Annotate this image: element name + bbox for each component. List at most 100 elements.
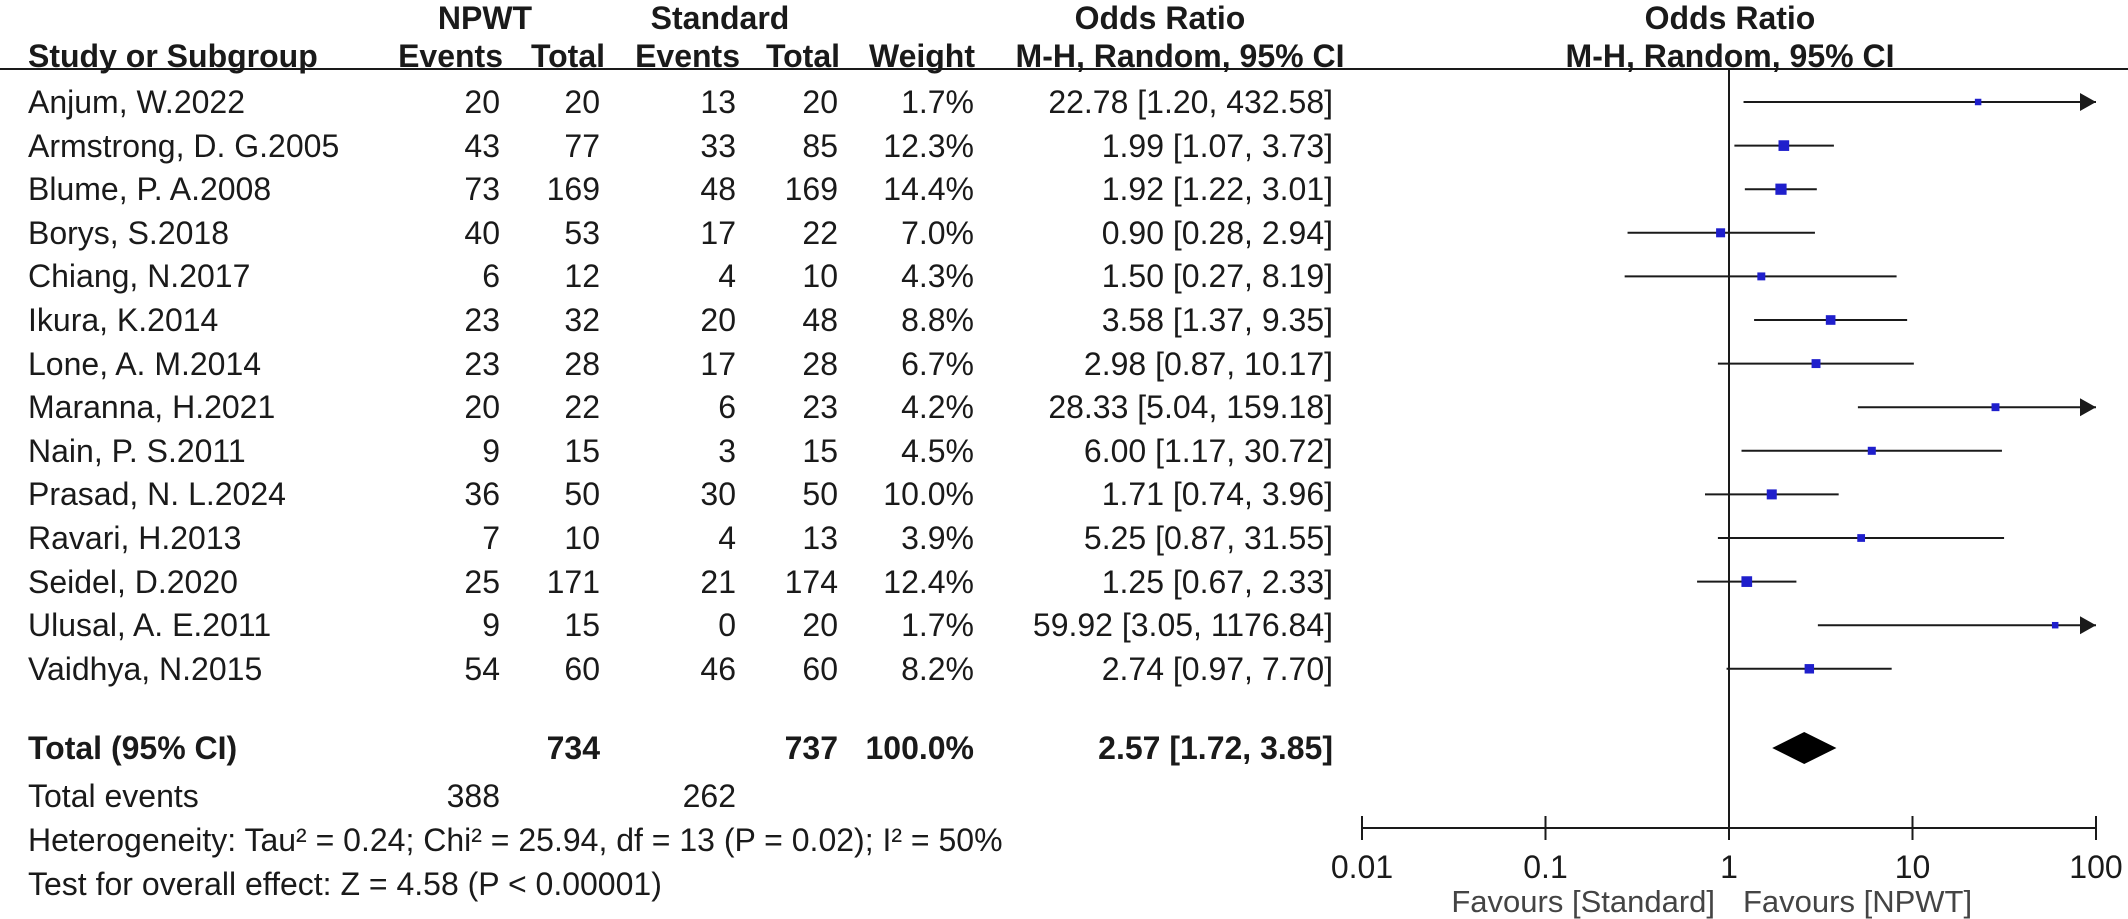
or-plot-title: Odds Ratio — [1644, 0, 1816, 36]
favours-right-label: Favours [NPWT] — [1743, 884, 1972, 919]
total1-cell: 10 — [564, 520, 600, 556]
total2-cell: 20 — [802, 607, 838, 644]
study-name: Chiang, N.2017 — [28, 258, 251, 295]
events1-cell: 20 — [464, 389, 500, 426]
total2-cell: 28 — [802, 345, 838, 382]
ci-text-cell: 59.92 [3.05, 1176.84] — [1032, 607, 1333, 644]
events2-cell: 17 — [700, 214, 736, 251]
weight-cell: 12.3% — [883, 127, 974, 164]
study-name: Anjum, W.2022 — [28, 84, 245, 120]
total1-cell: 60 — [564, 650, 600, 687]
weight-cell: 10.0% — [883, 476, 974, 513]
total1-cell: 12 — [564, 258, 600, 295]
total1-cell: 15 — [564, 607, 600, 644]
weight-cell: 4.2% — [901, 389, 974, 426]
study-name: Ravari, H.2013 — [28, 520, 242, 556]
events1-cell: 20 — [464, 84, 500, 120]
ci-text-cell: 1.99 [1.07, 3.73] — [1101, 127, 1333, 164]
events2-cell: 30 — [700, 476, 736, 513]
weight-cell: 4.5% — [901, 432, 974, 469]
study-marker — [1811, 359, 1821, 369]
ci-arrow — [2080, 93, 2096, 111]
total2-cell: 50 — [802, 476, 838, 513]
events1-cell: 9 — [482, 607, 500, 644]
weight-cell: 4.3% — [901, 258, 974, 295]
events1-cell: 23 — [464, 345, 500, 382]
events2-cell: 20 — [700, 302, 736, 338]
total-ci-text: 2.57 [1.72, 3.85] — [1098, 730, 1333, 766]
total-events-label: Total events — [28, 778, 199, 814]
events2-cell: 13 — [700, 84, 736, 120]
total-events1: 388 — [446, 778, 500, 814]
study-name: Prasad, N. L.2024 — [28, 476, 286, 513]
total1-cell: 169 — [546, 171, 600, 208]
events2-cell: 33 — [700, 127, 736, 164]
total2-cell: 174 — [784, 563, 838, 600]
study-marker — [2051, 621, 2059, 629]
favours-left-label: Favours [Standard] — [1451, 884, 1715, 919]
study-marker — [1804, 664, 1815, 674]
study-name: Seidel, D.2020 — [28, 563, 238, 600]
events2-cell: 3 — [718, 432, 736, 469]
total1-cell: 77 — [564, 127, 600, 164]
weight-cell: 1.7% — [901, 607, 974, 644]
total1-cell: 28 — [564, 345, 600, 382]
ci-text-cell: 1.50 [0.27, 8.19] — [1101, 258, 1333, 295]
study-marker — [1991, 403, 2000, 412]
ci-text-cell: 22.78 [1.20, 432.58] — [1048, 84, 1333, 120]
events1-cell: 6 — [482, 258, 500, 295]
total2-cell: 60 — [802, 650, 838, 687]
x-tick-label: 0.01 — [1331, 849, 1393, 885]
or-text-title: Odds Ratio — [1074, 0, 1246, 36]
weight-cell: 8.8% — [901, 302, 974, 338]
total2-cell: 10 — [802, 258, 838, 295]
ci-text-cell: 1.71 [0.74, 3.96] — [1101, 476, 1333, 513]
events2-cell: 17 — [700, 345, 736, 382]
study-marker — [1766, 489, 1777, 500]
total-weight: 100.0% — [865, 730, 974, 766]
study-marker — [1778, 140, 1790, 151]
study-marker — [1741, 576, 1753, 587]
total2-cell: 85 — [802, 127, 838, 164]
total2-cell: 48 — [802, 302, 838, 338]
study-marker — [1825, 315, 1836, 325]
total2-cell: 22 — [802, 214, 838, 251]
total2-cell: 23 — [802, 389, 838, 426]
group2-header: Standard — [650, 0, 790, 36]
weight-cell: 7.0% — [901, 214, 974, 251]
study-marker — [1867, 446, 1876, 455]
study-marker — [1757, 272, 1766, 281]
weight-cell: 8.2% — [901, 650, 974, 687]
heterogeneity-text: Heterogeneity: Tau² = 0.24; Chi² = 25.94… — [28, 822, 1003, 858]
total1-cell: 32 — [564, 302, 600, 338]
study-name: Ulusal, A. E.2011 — [28, 607, 272, 644]
pooled-diamond — [1772, 732, 1837, 764]
ci-text-cell: 0.90 [0.28, 2.94] — [1101, 214, 1333, 251]
weight-cell: 3.9% — [901, 520, 974, 556]
ci-text-cell: 6.00 [1.17, 30.72] — [1083, 432, 1333, 469]
total2-cell: 15 — [802, 432, 838, 469]
ci-text-cell: 1.25 [0.67, 2.33] — [1101, 563, 1333, 600]
study-name: Nain, P. S.2011 — [28, 432, 246, 469]
study-name: Ikura, K.2014 — [28, 302, 219, 338]
events2-cell: 6 — [718, 389, 736, 426]
total1-cell: 22 — [564, 389, 600, 426]
ci-text-cell: 2.74 [0.97, 7.70] — [1101, 650, 1333, 687]
total1-cell: 50 — [564, 476, 600, 513]
total2-value: 737 — [784, 730, 838, 766]
overall-effect-text: Test for overall effect: Z = 4.58 (P < 0… — [28, 866, 662, 902]
total1-cell: 20 — [564, 84, 600, 120]
ci-text-cell: 3.58 [1.37, 9.35] — [1101, 302, 1333, 338]
study-name: Borys, S.2018 — [28, 214, 229, 251]
events1-cell: 7 — [482, 520, 500, 556]
total1-cell: 53 — [564, 214, 600, 251]
x-tick-label: 100 — [2069, 849, 2122, 885]
total2-cell: 169 — [784, 171, 838, 208]
weight-cell: 1.7% — [901, 84, 974, 120]
events1-cell: 54 — [464, 650, 500, 687]
total2-cell: 20 — [802, 84, 838, 120]
events2-cell: 4 — [718, 258, 736, 295]
events2-cell: 4 — [718, 520, 736, 556]
total-label: Total (95% CI) — [28, 730, 238, 766]
events2-cell: 21 — [700, 563, 736, 600]
